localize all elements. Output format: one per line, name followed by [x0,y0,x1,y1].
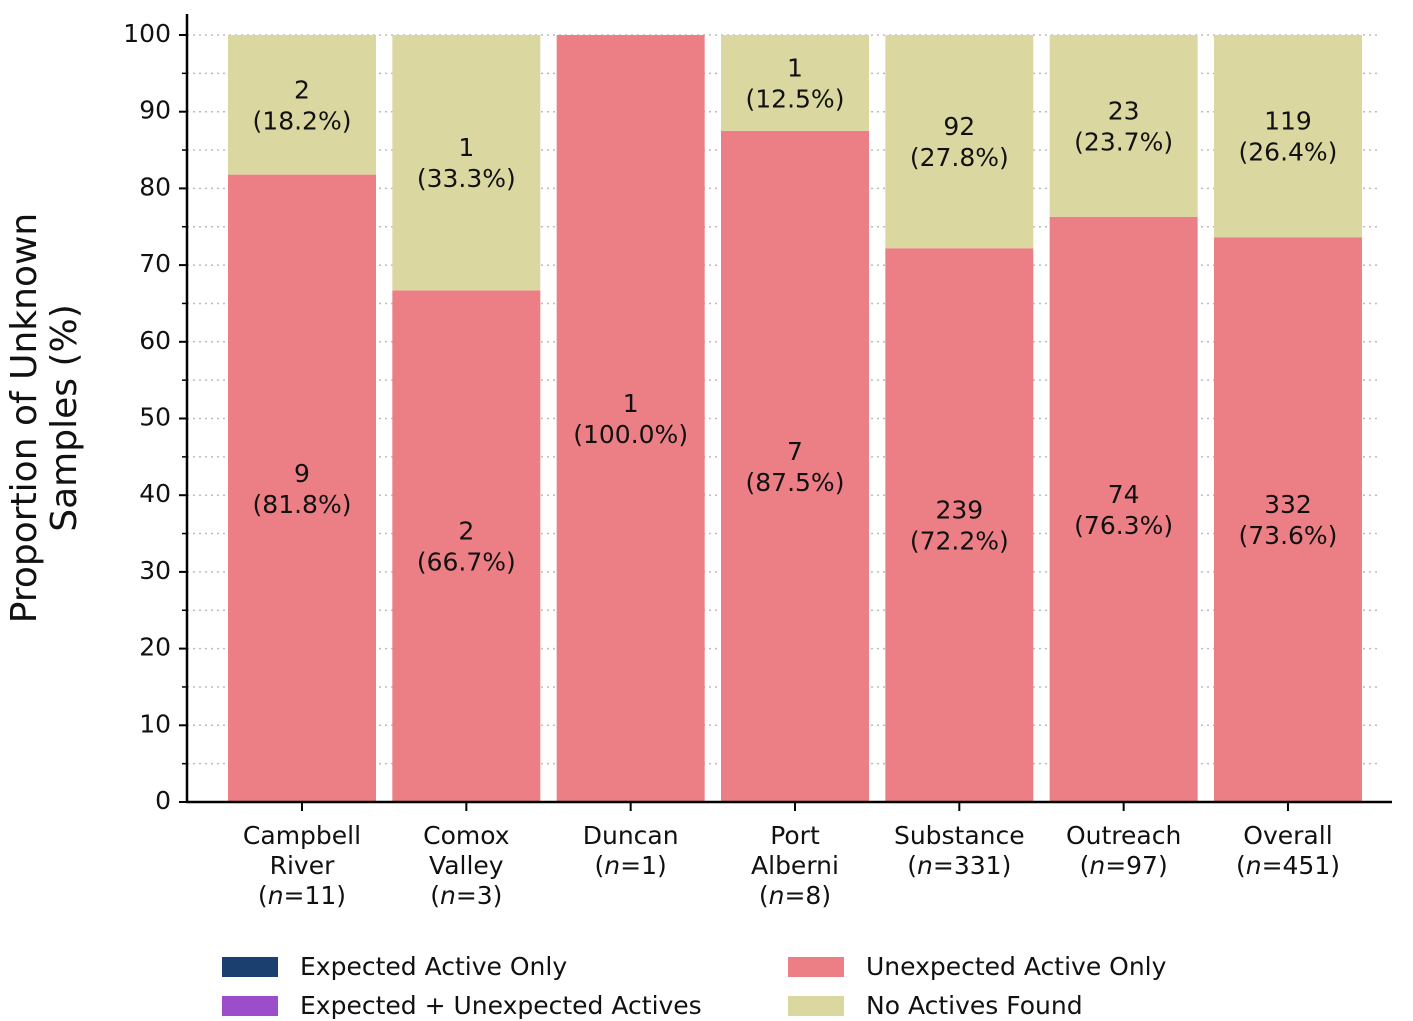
legend-label: Unexpected Active Only [866,952,1167,981]
bar-segment [228,35,376,175]
bar-segment [885,248,1034,802]
y-tick-label: 80 [139,172,171,201]
value-label: 2 (18.2%) [253,75,352,135]
legend-swatch [222,996,278,1016]
bar-segment [885,35,1034,249]
legend-swatch [222,957,278,977]
y-axis-label-group: Proportion of UnknownSamples (%) [4,213,85,623]
value-label: 2 (66.7%) [417,517,516,577]
value-label: 74 (76.3%) [1074,480,1173,540]
value-label: 1 (33.3%) [417,133,516,193]
value-label: 7 (87.5%) [746,437,845,497]
y-tick-label: 90 [139,96,171,125]
value-label: 23 (23.7%) [1074,96,1173,156]
x-tick-label: Campbell River (n=11) [243,821,361,910]
x-tick-label: Substance (n=331) [894,821,1025,880]
x-tick-label: Outreach (n=97) [1066,821,1181,880]
bar-segment [720,130,869,802]
bar-segment [1213,237,1362,802]
legend-label: Expected Active Only [300,952,567,981]
y-tick-label: 70 [139,249,171,278]
x-tick-label: Port Alberni (n=8) [751,821,839,910]
y-axis-label: Proportion of UnknownSamples (%) [4,213,85,623]
y-tick-label: 10 [139,709,171,738]
value-label: 9 (81.8%) [253,459,352,519]
value-label: 119 (26.4%) [1239,107,1338,167]
legend-swatch [788,957,844,977]
y-tick-label: 100 [123,19,171,48]
value-label: 239 (72.2%) [910,496,1009,556]
value-label: 1 (100.0%) [573,389,688,449]
y-tick-label: 50 [139,403,171,432]
y-tick-label: 60 [139,326,171,355]
bar-segment [228,174,376,802]
legend-label: No Actives Found [866,991,1083,1020]
value-label: 332 (73.6%) [1239,490,1338,550]
bar-segment [1213,35,1362,238]
x-tick-label: Overall (n=451) [1236,821,1340,880]
y-tick-label: 20 [139,633,171,662]
value-label: 92 (27.8%) [910,112,1009,172]
bar-segment [556,35,705,802]
x-tick-label: Comox Valley (n=3) [423,821,509,910]
y-tick-label: 30 [139,556,171,585]
y-tick-label: 0 [155,786,171,815]
y-tick-label: 40 [139,479,171,508]
bar-segment [1049,35,1198,217]
bar-segment [392,290,541,802]
x-tick-label: Duncan (n=1) [583,821,679,880]
bar-segment [1049,216,1198,803]
bar-segment [392,35,541,291]
legend-swatch [788,996,844,1016]
legend-label: Expected + Unexpected Actives [300,991,702,1020]
value-label: 1 (12.5%) [746,53,845,113]
bar-segment [720,35,869,131]
